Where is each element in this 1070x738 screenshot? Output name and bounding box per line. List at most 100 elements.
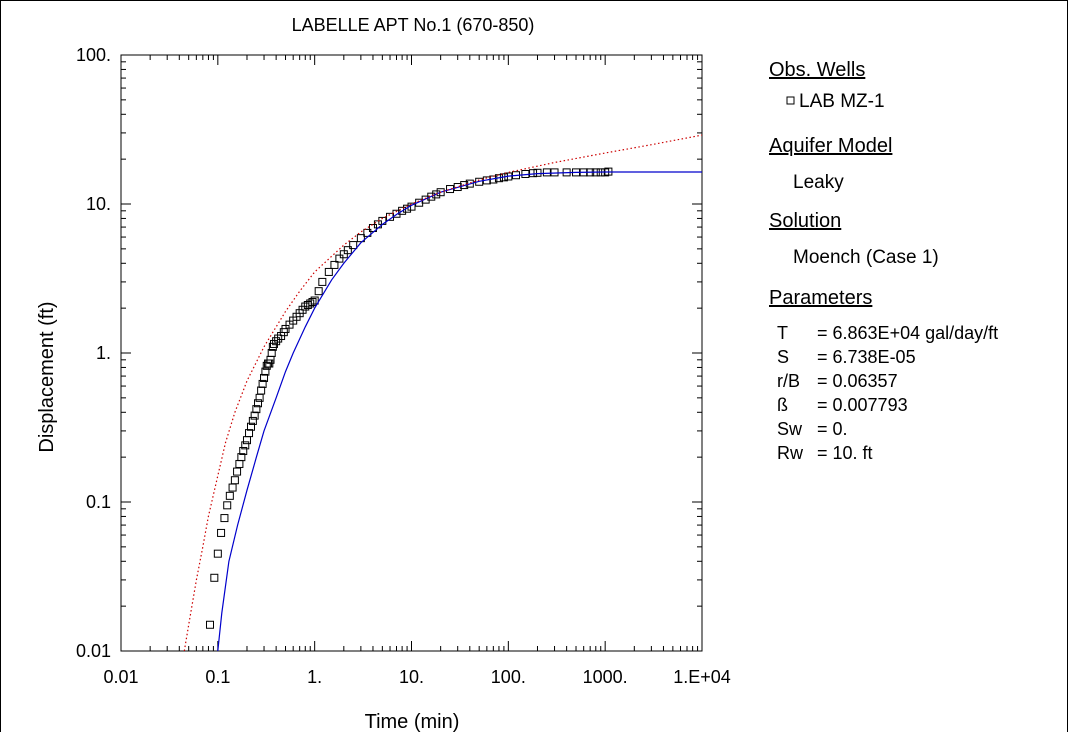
y-tick-label: 0.1 <box>86 492 111 512</box>
param-row: r/B = 0.06357 <box>777 371 898 391</box>
param-value: = 6.738E-05 <box>817 347 916 367</box>
data-point <box>335 254 344 263</box>
data-point <box>228 483 237 492</box>
data-point <box>242 436 251 445</box>
data-point <box>356 234 365 243</box>
data-point <box>314 287 323 296</box>
data-point <box>403 204 412 213</box>
x-tick-label: 1. <box>307 667 322 687</box>
data-point <box>436 188 445 197</box>
data-point <box>432 190 441 199</box>
legend-aquifer-model-value: Leaky <box>793 172 844 193</box>
data-point <box>269 339 278 348</box>
data-point <box>542 168 551 177</box>
plot-frame <box>120 54 703 652</box>
data-point <box>210 573 219 582</box>
param-name: ß <box>777 395 788 415</box>
param-name: T <box>777 323 788 343</box>
data-point <box>217 528 226 537</box>
data-point <box>339 250 348 259</box>
data-point <box>407 202 416 211</box>
y-tick-label: 0.01 <box>76 641 111 661</box>
data-point <box>453 183 462 192</box>
data-point <box>343 246 352 255</box>
data-point <box>363 228 372 237</box>
plot-area: 0.01 0.1 1. 10. 100. 1000. 1.E+04 0.01 0.1 1. 10. 1… <box>76 45 731 687</box>
data-point <box>220 514 229 523</box>
data-point <box>427 192 436 201</box>
data-point <box>245 429 254 438</box>
data-point <box>306 299 315 308</box>
data-point <box>239 446 248 455</box>
data-point <box>205 620 214 629</box>
data-point <box>233 467 242 476</box>
data-point <box>281 324 290 333</box>
data-point <box>252 405 261 414</box>
param-value: = 0.007793 <box>817 395 908 415</box>
y-tick-label: 10. <box>86 194 111 214</box>
data-point <box>272 337 281 346</box>
data-point <box>533 168 542 177</box>
data-point <box>261 367 270 376</box>
data-point <box>308 297 317 306</box>
param-value: = 0.06357 <box>817 371 898 391</box>
data-point <box>213 549 222 558</box>
y-axis-label: Displacement (ft) <box>36 301 58 452</box>
data-point <box>324 267 333 276</box>
data-point <box>550 168 559 177</box>
data-point <box>235 459 244 468</box>
param-name: S <box>777 347 789 367</box>
param-name: r/B <box>777 371 800 391</box>
data-point <box>248 416 257 425</box>
param-value: = 0. <box>817 419 848 439</box>
param-name: Sw <box>777 419 803 439</box>
x-axis-label: Time (min) <box>365 711 460 733</box>
param-row: Sw = 0. <box>777 419 848 439</box>
legend-solution-value: Moench (Case 1) <box>793 247 939 268</box>
data-point <box>241 441 250 450</box>
data-point <box>257 386 266 395</box>
series-group <box>183 134 702 651</box>
param-row: Rw = 10. ft <box>777 443 873 463</box>
param-value: = 6.863E+04 gal/day/ft <box>817 323 998 343</box>
data-point <box>274 334 283 343</box>
data-point <box>310 296 319 305</box>
data-point <box>318 277 327 286</box>
data-point <box>398 206 407 215</box>
type-curve-dotted-line <box>183 134 702 651</box>
type-curve-solid-line <box>217 171 702 651</box>
data-point <box>260 373 269 382</box>
data-point <box>349 241 358 250</box>
y-tick-label: 1. <box>96 343 111 363</box>
data-point <box>267 349 276 357</box>
chart-title: LABELLE APT No.1 (670-850) <box>292 15 535 35</box>
data-point <box>255 393 264 402</box>
legend-parameters-heading: Parameters <box>769 287 872 309</box>
param-row: T = 6.863E+04 gal/day/ft <box>777 323 998 343</box>
data-point <box>258 379 267 388</box>
data-point <box>223 501 232 510</box>
legend: Obs. Wells LAB MZ-1 Aquifer Model Leaky … <box>769 59 998 463</box>
param-row: ß = 0.007793 <box>777 395 908 415</box>
x-tick-label: 0.1 <box>205 667 230 687</box>
legend-aquifer-model-heading: Aquifer Model <box>769 135 892 157</box>
data-point <box>225 491 234 500</box>
legend-solution-heading: Solution <box>769 210 841 232</box>
x-tick-label: 1000. <box>583 667 628 687</box>
data-point <box>230 476 239 485</box>
param-name: Rw <box>777 443 804 463</box>
x-tick-label: 10. <box>399 667 424 687</box>
data-point <box>237 453 246 462</box>
y-tick-label: 100. <box>76 45 111 65</box>
param-value: = 10. ft <box>817 443 873 463</box>
data-point <box>330 260 339 269</box>
legend-square-marker-icon <box>786 96 795 105</box>
x-tick-label: 1.E+04 <box>673 667 731 687</box>
x-tick-label: 0.01 <box>103 667 138 687</box>
data-point <box>246 422 255 431</box>
x-tick-label: 100. <box>491 667 526 687</box>
param-row: S = 6.738E-05 <box>777 347 916 367</box>
legend-obs-well-name: LAB MZ-1 <box>799 91 885 112</box>
